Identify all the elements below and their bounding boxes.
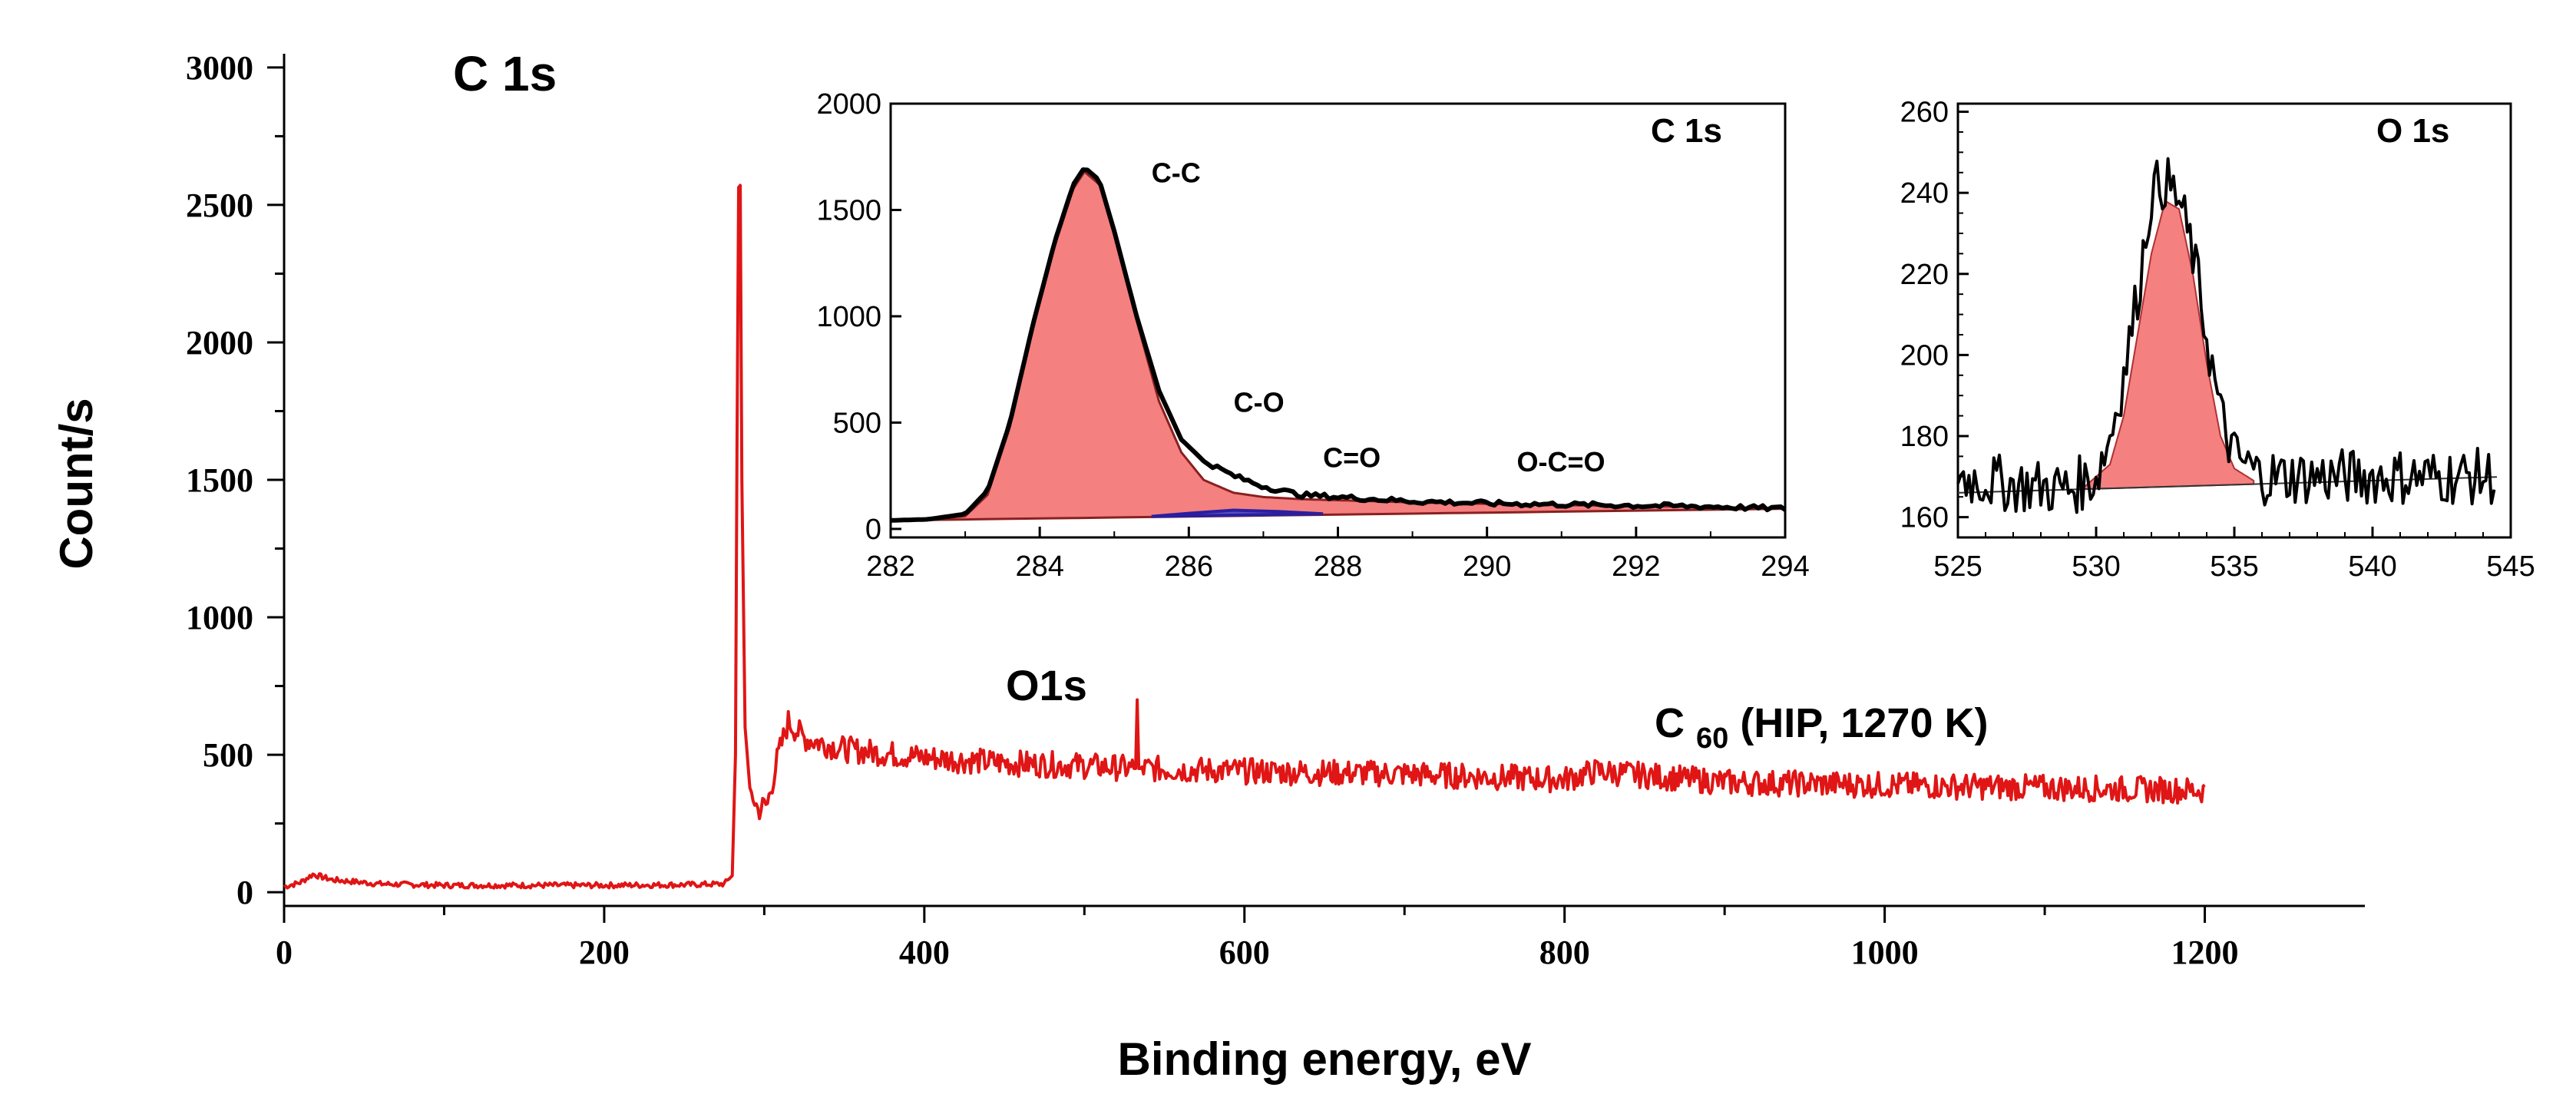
- inset-c1s-y-tick-label: 500: [833, 407, 881, 439]
- survey-x-tick-label: 1000: [1851, 934, 1919, 971]
- inset-c1s-annotation: C=O: [1323, 442, 1381, 474]
- survey-x-axis-label: Binding energy, eV: [1118, 1033, 1532, 1085]
- survey-x-tick-label: 200: [579, 934, 630, 971]
- inset-o1s-panel: 525 530 535 540 545 160 180 200 220 240 260 O 1s: [1900, 97, 2535, 583]
- survey-y-tick-label: 2000: [186, 324, 253, 362]
- inset-c1s-x-tick-label: 288: [1314, 550, 1362, 583]
- survey-y-tick-label: 0: [236, 874, 253, 911]
- inset-c1s-panel: 282 284 286 288 290 292 294 0 500 1000 1500 2000 C …: [816, 88, 1809, 583]
- survey-y-tick-label: 500: [203, 736, 253, 774]
- inset-c1s-minor-component: [1151, 508, 1324, 518]
- survey-x-tick-label: 0: [276, 934, 293, 971]
- inset-o1s-data-line: [1956, 157, 2496, 514]
- inset-c1s-envelope-line: [890, 167, 1787, 523]
- inset-c1s-y-tick-label: 0: [865, 514, 881, 546]
- inset-o1s-y-tick-label: 260: [1900, 97, 1949, 129]
- inset-o1s-x-tick-label: 525: [1933, 550, 1982, 583]
- survey-x-tick-label: 800: [1539, 934, 1590, 971]
- inset-c1s-x-tick-label: 284: [1015, 550, 1063, 583]
- survey-y-tick-label: 3000: [186, 49, 253, 87]
- inset-o1s-y-tick-label: 200: [1900, 339, 1949, 372]
- inset-o1s-x-tick-label: 545: [2486, 550, 2535, 583]
- inset-c1s-x-tick-label: 282: [866, 550, 914, 583]
- inset-o1s-x-tick-label: 535: [2210, 550, 2258, 583]
- survey-o1s-label: O1s: [1006, 661, 1087, 709]
- survey-legend: C 60 (HIP, 1270 K): [1655, 700, 1988, 757]
- inset-c1s-x-tick-label: 286: [1165, 550, 1213, 583]
- survey-x-tick-label: 400: [899, 934, 950, 971]
- legend-subscript: 60: [1696, 722, 1728, 755]
- survey-y-axis-label: Count/s: [51, 398, 102, 569]
- inset-c1s-x-tick-label: 294: [1761, 550, 1809, 583]
- survey-c1s-label: C 1s: [453, 46, 557, 101]
- inset-c1s-y-tick-label: 1000: [816, 301, 881, 333]
- inset-c1s-annotation: O-C=O: [1517, 446, 1605, 478]
- inset-o1s-fit-fill: [2080, 200, 2255, 491]
- inset-c1s-annotation: C-O: [1234, 387, 1285, 418]
- survey-y-tick-label: 2500: [186, 187, 253, 224]
- inset-c1s-axes: 282 284 286 288 290 292 294 0 500 1000 1500 2000: [816, 88, 1809, 583]
- inset-o1s-y-tick-label: 220: [1900, 259, 1949, 291]
- survey-axes: 0 200 400 600 800 1000 12000500100015002000250…: [186, 49, 2365, 971]
- inset-o1s-y-tick-label: 180: [1900, 421, 1949, 453]
- inset-o1s-x-tick-label: 540: [2348, 550, 2396, 583]
- inset-o1s-frame: [1956, 102, 2512, 539]
- inset-o1s-y-tick-label: 240: [1900, 177, 1949, 210]
- inset-o1s-axes: 525 530 535 540 545 160 180 200 220 240 260: [1900, 97, 2535, 583]
- inset-c1s-title: C 1s: [1651, 112, 1722, 150]
- inset-c1s-y-tick-label: 2000: [816, 88, 881, 121]
- inset-o1s-y-tick-label: 160: [1900, 502, 1949, 534]
- survey-spectrum-line: [283, 183, 2206, 890]
- inset-c1s-x-tick-label: 290: [1463, 550, 1511, 583]
- inset-c1s-y-tick-label: 1500: [816, 194, 881, 226]
- survey-y-tick-label: 1500: [186, 461, 253, 499]
- survey-x-tick-label: 600: [1219, 934, 1270, 971]
- legend-prefix: C: [1655, 700, 1685, 746]
- legend-suffix: (HIP, 1270 K): [1740, 700, 1988, 746]
- survey-y-tick-label: 1000: [186, 599, 253, 636]
- inset-c1s-annotation: C-C: [1152, 157, 1201, 188]
- inset-o1s-x-tick-label: 530: [2072, 550, 2120, 583]
- inset-c1s-x-tick-label: 292: [1612, 550, 1660, 583]
- inset-o1s-title: O 1s: [2376, 112, 2449, 150]
- inset-c1s-annotations: C-C C-O C=O O-C=O: [1152, 157, 1605, 478]
- survey-x-tick-label: 1200: [2171, 934, 2239, 971]
